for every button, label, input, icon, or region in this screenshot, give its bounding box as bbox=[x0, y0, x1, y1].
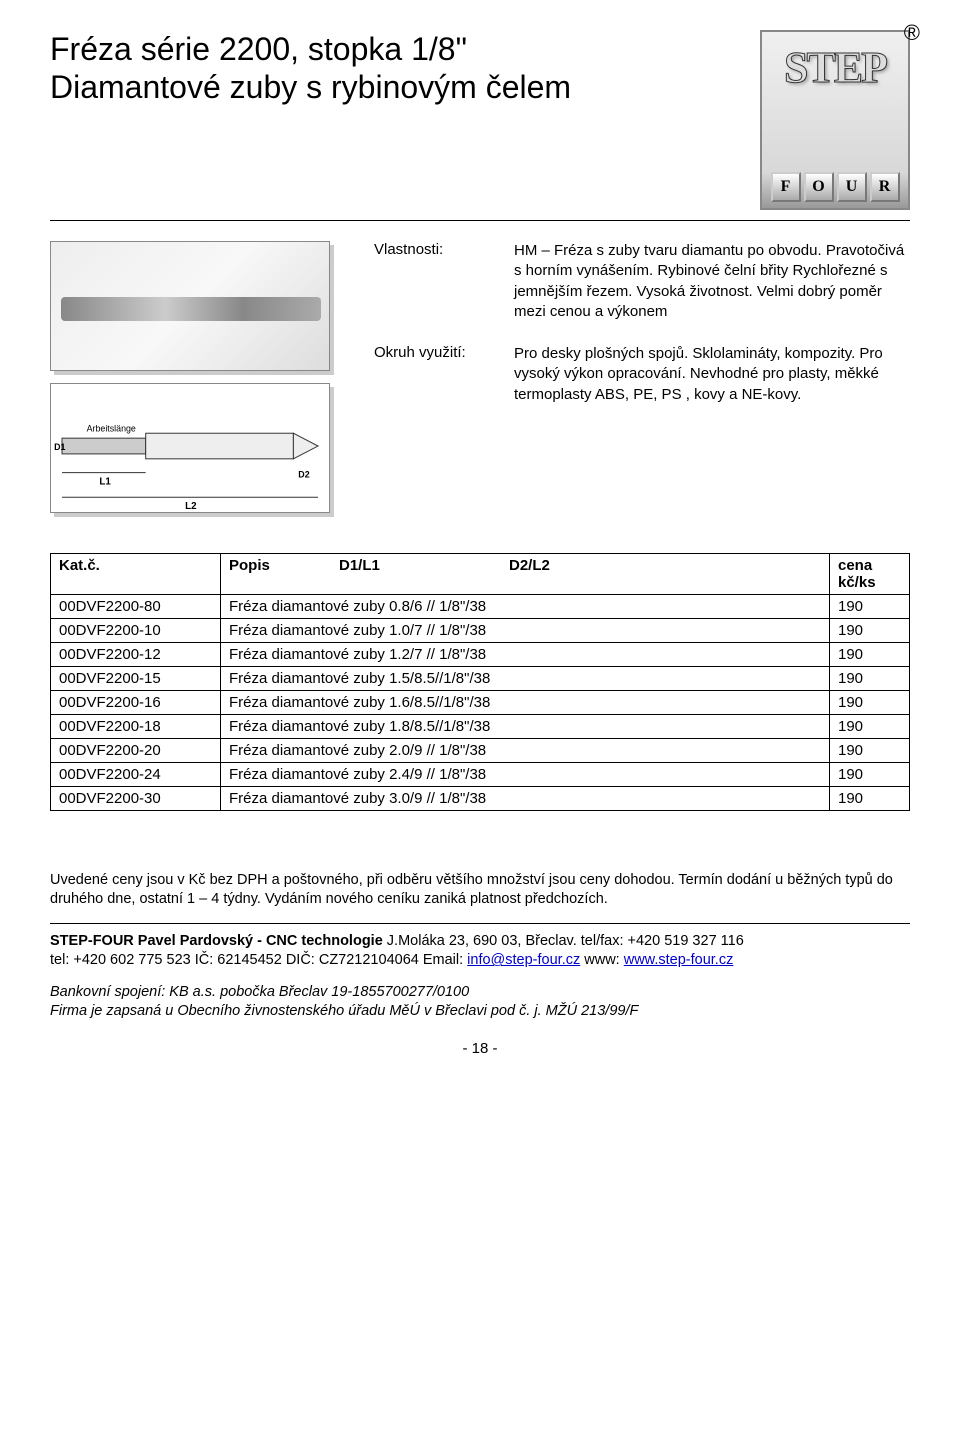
brand-logo: ® STEP F O U R bbox=[760, 30, 910, 210]
table-row: 00DVF2200-24Fréza diamantové zuby 2.4/9 … bbox=[51, 763, 910, 787]
cell-popis: Fréza diamantové zuby 1.2/7 // 1/8"/38 bbox=[221, 643, 830, 667]
property-value: HM – Fréza s zuby tvaru diamantu po obvo… bbox=[514, 241, 910, 322]
title-line-1: Fréza série 2200, stopka 1/8" bbox=[50, 30, 760, 68]
cell-kat: 00DVF2200-18 bbox=[51, 715, 221, 739]
cell-cena: 190 bbox=[830, 739, 910, 763]
cell-cena: 190 bbox=[830, 691, 910, 715]
cell-popis: Fréza diamantové zuby 3.0/9 // 1/8"/38 bbox=[221, 787, 830, 811]
cell-popis: Fréza diamantové zuby 1.5/8.5//1/8"/38 bbox=[221, 667, 830, 691]
table-header-row: Kat.č. Popis D1/L1 D2/L2 cenakč/ks bbox=[51, 554, 910, 595]
product-images: Arbeitslänge L1 L2 D1 D2 bbox=[50, 241, 350, 513]
table-row: 00DVF2200-12Fréza diamantové zuby 1.2/7 … bbox=[51, 643, 910, 667]
table-row: 00DVF2200-15Fréza diamantové zuby 1.5/8.… bbox=[51, 667, 910, 691]
svg-text:D2: D2 bbox=[298, 470, 309, 480]
table-row: 00DVF2200-16Fréza diamantové zuby 1.6/8.… bbox=[51, 691, 910, 715]
registered-icon: ® bbox=[904, 20, 920, 46]
table-body: 00DVF2200-80Fréza diamantové zuby 0.8/6 … bbox=[51, 595, 910, 811]
page-number: - 18 - bbox=[50, 1040, 910, 1057]
cell-cena: 190 bbox=[830, 667, 910, 691]
logo-text: STEP bbox=[784, 42, 886, 93]
technical-diagram: Arbeitslänge L1 L2 D1 D2 bbox=[50, 383, 330, 513]
company-info: STEP-FOUR Pavel Pardovský - CNC technolo… bbox=[50, 932, 910, 971]
table-row: 00DVF2200-10Fréza diamantové zuby 1.0/7 … bbox=[51, 619, 910, 643]
svg-text:L2: L2 bbox=[185, 501, 197, 512]
properties-section: Arbeitslänge L1 L2 D1 D2 Vlastnosti: HM … bbox=[50, 241, 910, 513]
table-row: 00DVF2200-20Fréza diamantové zuby 2.0/9 … bbox=[51, 739, 910, 763]
cell-cena: 190 bbox=[830, 763, 910, 787]
cell-kat: 00DVF2200-10 bbox=[51, 619, 221, 643]
table-row: 00DVF2200-18Fréza diamantové zuby 1.8/8.… bbox=[51, 715, 910, 739]
cell-cena: 190 bbox=[830, 787, 910, 811]
cell-popis: Fréza diamantové zuby 1.6/8.5//1/8"/38 bbox=[221, 691, 830, 715]
table-row: 00DVF2200-30Fréza diamantové zuby 3.0/9 … bbox=[51, 787, 910, 811]
logo-letter: O bbox=[804, 172, 834, 202]
svg-text:L1: L1 bbox=[99, 476, 111, 487]
cell-cena: 190 bbox=[830, 643, 910, 667]
product-photo bbox=[50, 241, 330, 371]
col-header-popis: Popis D1/L1 D2/L2 bbox=[221, 554, 830, 595]
cell-kat: 00DVF2200-80 bbox=[51, 595, 221, 619]
cell-kat: 00DVF2200-30 bbox=[51, 787, 221, 811]
cell-cena: 190 bbox=[830, 595, 910, 619]
table-row: 00DVF2200-80Fréza diamantové zuby 0.8/6 … bbox=[51, 595, 910, 619]
cell-popis: Fréza diamantové zuby 0.8/6 // 1/8"/38 bbox=[221, 595, 830, 619]
footer-note: Uvedené ceny jsou v Kč bez DPH a poštovn… bbox=[50, 871, 910, 909]
logo-letter: R bbox=[870, 172, 900, 202]
page-header: Fréza série 2200, stopka 1/8" Diamantové… bbox=[50, 30, 910, 210]
properties-text: Vlastnosti: HM – Fréza s zuby tvaru diam… bbox=[374, 241, 910, 513]
cell-popis: Fréza diamantové zuby 2.0/9 // 1/8"/38 bbox=[221, 739, 830, 763]
cell-cena: 190 bbox=[830, 715, 910, 739]
cell-popis: Fréza diamantové zuby 2.4/9 // 1/8"/38 bbox=[221, 763, 830, 787]
cell-kat: 00DVF2200-12 bbox=[51, 643, 221, 667]
title-block: Fréza série 2200, stopka 1/8" Diamantové… bbox=[50, 30, 760, 107]
cell-kat: 00DVF2200-20 bbox=[51, 739, 221, 763]
cell-kat: 00DVF2200-15 bbox=[51, 667, 221, 691]
property-label: Okruh využití: bbox=[374, 344, 514, 405]
separator bbox=[50, 220, 910, 221]
property-label: Vlastnosti: bbox=[374, 241, 514, 322]
cell-popis: Fréza diamantové zuby 1.8/8.5//1/8"/38 bbox=[221, 715, 830, 739]
cell-kat: 00DVF2200-16 bbox=[51, 691, 221, 715]
footer-separator bbox=[50, 923, 910, 924]
bank-info: Bankovní spojení: KB a.s. pobočka Břecla… bbox=[50, 983, 910, 1022]
col-header-cena: cenakč/ks bbox=[830, 554, 910, 595]
property-value: Pro desky plošných spojů. Sklolamináty, … bbox=[514, 344, 910, 405]
price-table: Kat.č. Popis D1/L1 D2/L2 cenakč/ks 00DVF… bbox=[50, 553, 910, 811]
logo-letter: U bbox=[837, 172, 867, 202]
property-row: Vlastnosti: HM – Fréza s zuby tvaru diam… bbox=[374, 241, 910, 322]
website-link[interactable]: www.step-four.cz bbox=[624, 952, 734, 968]
cell-kat: 00DVF2200-24 bbox=[51, 763, 221, 787]
col-header-kat: Kat.č. bbox=[51, 554, 221, 595]
cell-cena: 190 bbox=[830, 619, 910, 643]
property-row: Okruh využití: Pro desky plošných spojů.… bbox=[374, 344, 910, 405]
logo-letter: F bbox=[771, 172, 801, 202]
email-link[interactable]: info@step-four.cz bbox=[467, 952, 580, 968]
svg-text:Arbeitslänge: Arbeitslänge bbox=[87, 423, 136, 433]
logo-four: F O U R bbox=[771, 172, 900, 202]
title-line-2: Diamantové zuby s rybinovým čelem bbox=[50, 68, 760, 106]
cell-popis: Fréza diamantové zuby 1.0/7 // 1/8"/38 bbox=[221, 619, 830, 643]
svg-text:D1: D1 bbox=[54, 442, 65, 452]
